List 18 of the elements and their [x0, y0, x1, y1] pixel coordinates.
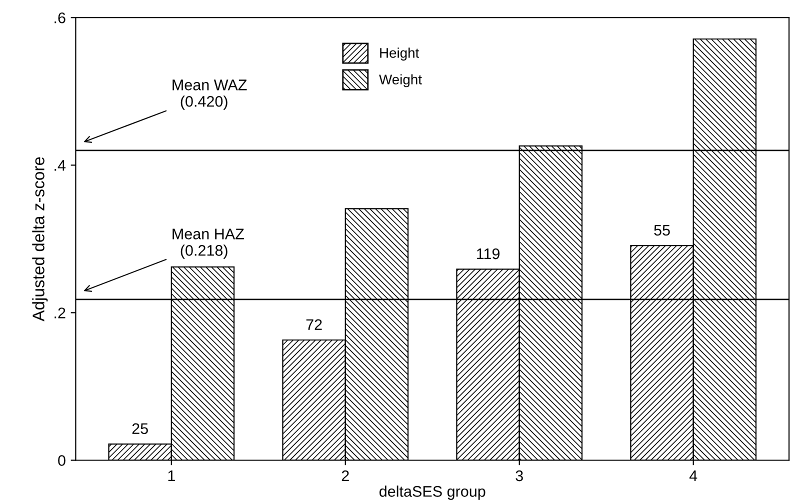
annotation: 25: [132, 423, 148, 434]
annotation: 119: [477, 248, 500, 260]
y-tick-label: .2: [54, 308, 66, 318]
x-tick-label: 1: [168, 470, 175, 482]
x-axis-title: deltaSES group: [380, 486, 486, 500]
annotation: 72: [306, 319, 322, 330]
y-axis-title: Adjusted delta z-score: [32, 157, 48, 322]
legend-label: Height: [380, 48, 420, 61]
annotation: 55: [654, 224, 670, 236]
x-tick-label: 4: [689, 470, 698, 482]
ref-line-label: Mean HAZ (0.218): [172, 228, 244, 259]
y-tick-label: .4: [54, 160, 66, 171]
x-tick-label: 2: [342, 470, 349, 482]
y-tick-label: .6: [54, 12, 66, 24]
y-tick-label: 0: [58, 455, 66, 466]
legend-label: Weight: [379, 74, 422, 88]
ref-line-label: Mean WAZ (0.420): [172, 80, 247, 110]
x-tick-label: 3: [516, 470, 523, 482]
